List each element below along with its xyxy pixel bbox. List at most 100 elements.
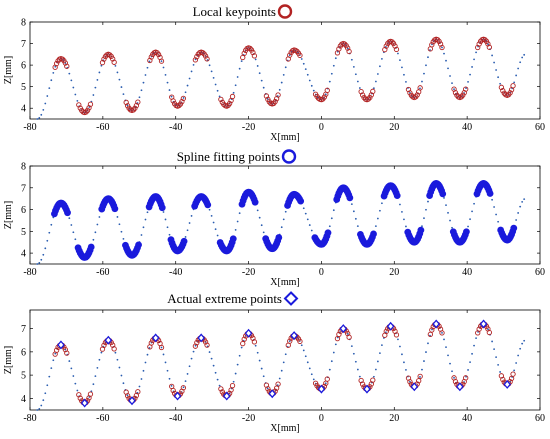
keypoint: [84, 107, 91, 114]
scan-point: [48, 375, 51, 378]
scan-point: [491, 340, 493, 343]
keypoint: [241, 50, 247, 57]
scan-point: [218, 95, 221, 98]
keypoint: [389, 39, 395, 45]
scan-point: [72, 375, 75, 377]
x-tick-label: -40: [169, 413, 182, 424]
spline-point: [275, 234, 283, 241]
scan-point: [54, 65, 57, 68]
keypoint: [87, 101, 94, 107]
keypoint: [170, 387, 176, 394]
scan-point: [423, 217, 425, 220]
keypoint: [218, 96, 224, 103]
scan-point: [254, 344, 257, 347]
scan-point: [164, 361, 167, 364]
x-ticks-panel-2: -80 -60 -40 -20 0 20 40 60: [23, 166, 545, 278]
keypoint: [359, 381, 366, 387]
scan-point: [521, 200, 524, 203]
scan-point: [192, 350, 195, 353]
keypoint: [275, 381, 281, 387]
keypoint: [180, 385, 187, 391]
scan-point: [284, 353, 287, 356]
y-tick-label: 4: [21, 104, 26, 115]
scan-point: [445, 59, 447, 62]
keypoint: [336, 331, 342, 338]
keypoint: [452, 90, 459, 96]
scan-point: [397, 338, 399, 341]
scan-point: [48, 231, 51, 234]
x-tick-label: -80: [23, 267, 36, 278]
title-local-keypoints: Local keypoints: [193, 4, 276, 19]
keypoint: [107, 52, 113, 58]
scan-point: [399, 345, 401, 348]
scan-point: [282, 218, 285, 221]
keypoint: [265, 386, 271, 392]
scan-point: [449, 75, 451, 77]
scan-point: [188, 77, 191, 80]
scan-point: [379, 65, 381, 68]
scan-point: [142, 81, 145, 84]
keypoint: [148, 54, 154, 60]
scan-point: [70, 79, 73, 82]
y-ticks-panel-3: 4 5 6 7: [21, 324, 540, 405]
keypoint: [200, 49, 206, 56]
scan-point: [332, 64, 335, 67]
scan-point: [262, 86, 265, 89]
x-tick-label: -20: [242, 413, 255, 424]
scan-point: [372, 375, 375, 378]
scan-point: [517, 354, 520, 357]
marks-panel-2: [36, 180, 526, 265]
scan-point: [330, 217, 333, 220]
scan-point: [256, 351, 259, 354]
scan-point: [238, 67, 241, 70]
scan-point: [328, 368, 331, 371]
scan-point: [76, 389, 79, 392]
scan-point: [354, 73, 357, 76]
scan-point: [451, 82, 453, 84]
keypoint: [439, 44, 445, 51]
scan-point: [306, 361, 309, 364]
keypoint: [417, 85, 423, 91]
scan-point: [148, 347, 151, 349]
scan-point: [38, 407, 41, 410]
keypoint: [370, 88, 376, 94]
scan-point: [332, 351, 335, 354]
scan-point: [441, 46, 443, 49]
scan-point: [521, 342, 524, 345]
scan-point: [306, 218, 309, 221]
scan-point: [92, 94, 95, 96]
keypoint: [452, 378, 459, 385]
scan-point: [421, 80, 423, 83]
y-axis-label-1: Z[mm]: [3, 56, 14, 84]
scan-point: [302, 349, 305, 352]
keypoint: [287, 338, 293, 344]
spline-point: [463, 228, 470, 236]
extreme-point: [290, 331, 298, 341]
scan-point: [170, 384, 173, 387]
scan-point: [280, 369, 283, 372]
x-tick-label: 40: [462, 122, 472, 133]
scan-point: [356, 80, 359, 83]
scan-point: [334, 343, 337, 346]
scan-point: [164, 74, 167, 76]
scan-point: [493, 348, 495, 350]
scan-point: [236, 220, 239, 223]
scan-point: [256, 65, 259, 67]
keypoint: [135, 389, 141, 395]
keypoint: [414, 92, 420, 98]
scan-point: [94, 86, 97, 89]
scan-point: [140, 378, 143, 380]
scan-point: [260, 224, 263, 227]
scan-point: [262, 231, 265, 234]
scan-point: [523, 198, 526, 201]
extreme-point: [456, 382, 464, 392]
x-tick-label: -80: [23, 413, 36, 424]
scan-point: [330, 72, 333, 75]
scan-point: [328, 80, 331, 83]
y-tick-label: 6: [21, 205, 26, 216]
spline-point: [251, 198, 259, 206]
scan-point: [401, 353, 403, 356]
scan-point: [142, 369, 145, 372]
scan-point: [262, 375, 265, 378]
extreme-point: [503, 379, 512, 389]
